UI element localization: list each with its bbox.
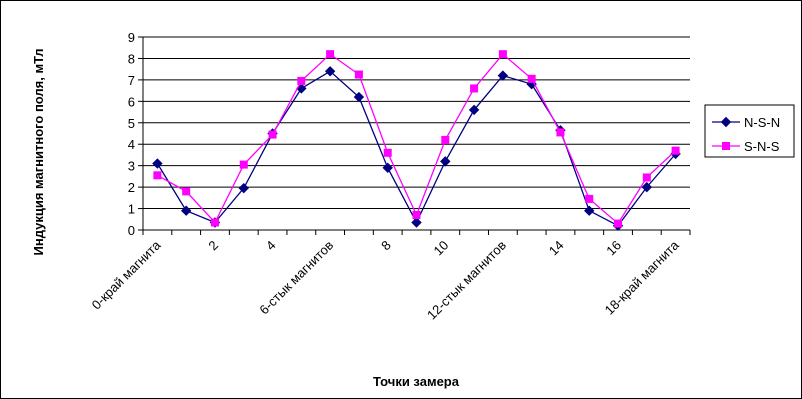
- data-point: [354, 70, 363, 79]
- x-tick-label: 0-край магнита: [89, 237, 164, 312]
- y-tick-label: 2: [128, 180, 135, 195]
- x-tick-label: 4: [263, 238, 279, 254]
- data-point: [584, 205, 595, 216]
- legend-label: S-N-S: [744, 139, 780, 154]
- x-tick-label: 8: [378, 238, 394, 254]
- data-point: [556, 128, 565, 137]
- y-tick-label: 8: [128, 51, 135, 66]
- data-point: [382, 162, 393, 174]
- data-point: [614, 219, 623, 228]
- x-tick-label: 14: [546, 238, 567, 259]
- y-tick-label: 0: [128, 223, 135, 238]
- series-S-N-S: [153, 50, 680, 228]
- data-point: [527, 74, 536, 83]
- data-point: [497, 70, 509, 81]
- data-point: [153, 171, 162, 180]
- y-tick-labels: 0 1 2 3 4 5 6 7 8 9: [128, 30, 143, 238]
- data-point: [297, 76, 306, 85]
- data-point: [324, 66, 336, 77]
- data-point: [411, 217, 422, 228]
- data-point: [671, 146, 680, 155]
- y-tick-label: 9: [128, 30, 135, 45]
- series-group: [152, 50, 681, 231]
- y-tick-label: 3: [128, 159, 135, 174]
- y-tick-label: 7: [128, 73, 135, 88]
- x-tick-labels: 0-край магнита 2 46-стык магнитов 8 1012-сты…: [89, 230, 691, 323]
- data-point: [585, 194, 594, 203]
- data-point: [498, 50, 507, 59]
- legend-marker-S-N-S: [722, 142, 730, 150]
- data-point: [412, 210, 421, 219]
- x-tick-label: 2: [205, 238, 221, 254]
- data-point: [470, 84, 479, 93]
- data-point: [383, 148, 392, 157]
- data-point: [180, 205, 192, 216]
- y-tick-label: 6: [128, 94, 135, 109]
- data-point: [152, 158, 163, 169]
- data-point: [440, 156, 451, 167]
- data-point: [210, 218, 219, 227]
- gridlines: [143, 36, 690, 210]
- data-point: [326, 50, 335, 59]
- data-point: [238, 182, 249, 194]
- data-point: [642, 173, 651, 182]
- legend-box: [704, 104, 795, 158]
- data-point: [182, 187, 191, 196]
- data-point: [641, 181, 653, 193]
- x-tick-label: 10: [431, 238, 452, 259]
- data-point: [441, 135, 450, 144]
- legend-marker-N-S-N: [720, 116, 732, 128]
- y-tick-label: 5: [128, 116, 135, 131]
- legend-label: N-S-N: [744, 115, 780, 130]
- x-tick-label: 16: [603, 238, 624, 259]
- y-tick-label: 1: [128, 202, 135, 217]
- data-point: [239, 160, 248, 169]
- data-point: [268, 130, 277, 139]
- plot-area: [143, 37, 690, 230]
- x-axis-title: Точки замера: [373, 374, 460, 389]
- axes: [142, 37, 690, 231]
- y-axis-title: Индукция магнитного поля, мТл: [31, 49, 46, 256]
- data-point: [468, 104, 480, 116]
- data-point: [353, 91, 365, 103]
- legend: N-S-N S-N-S: [704, 104, 795, 158]
- y-tick-label: 4: [128, 137, 135, 152]
